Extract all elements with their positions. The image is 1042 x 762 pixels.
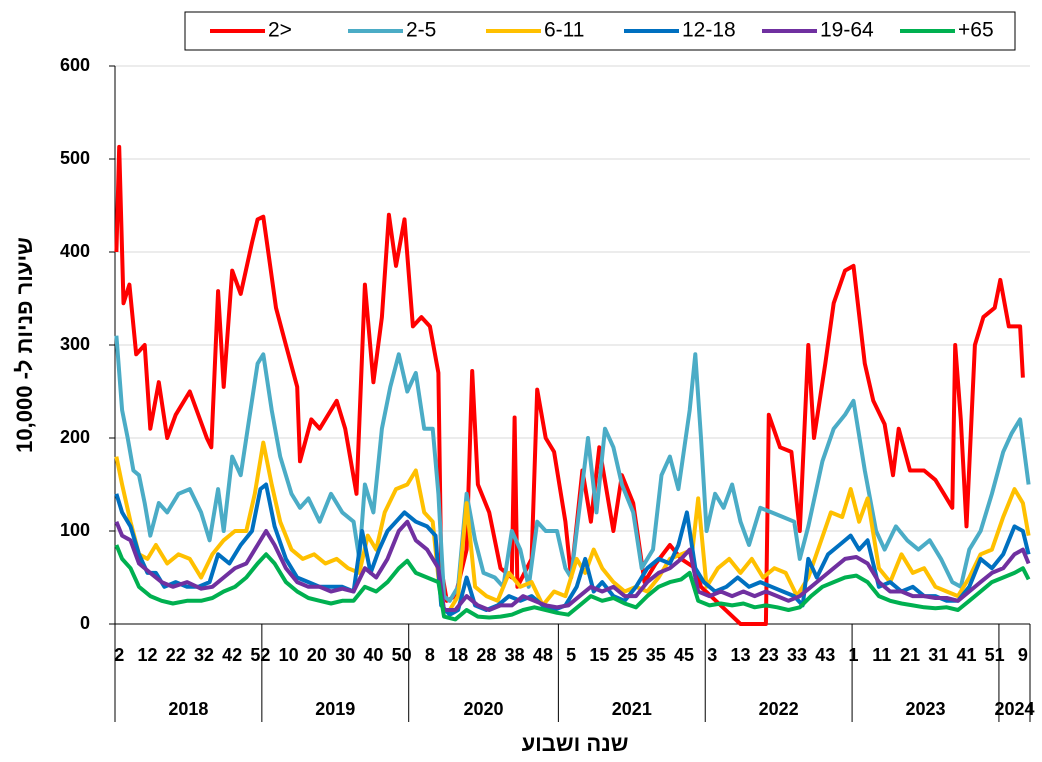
x-tick-label: 15 bbox=[589, 645, 609, 665]
x-tick-label: 22 bbox=[166, 645, 186, 665]
x-tick-label: 25 bbox=[618, 645, 638, 665]
y-tick-label: 500 bbox=[60, 148, 90, 168]
x-tick-label: 23 bbox=[759, 645, 779, 665]
year-label: 2021 bbox=[612, 699, 652, 719]
x-tick-label: 1 bbox=[848, 645, 858, 665]
x-tick-label: 52 bbox=[250, 645, 270, 665]
x-tick-label: 31 bbox=[928, 645, 948, 665]
x-tick-label: 18 bbox=[448, 645, 468, 665]
x-tick-label: 48 bbox=[533, 645, 553, 665]
legend-label: 2> bbox=[268, 19, 292, 42]
year-label: 2022 bbox=[759, 699, 799, 719]
y-tick-label: 300 bbox=[60, 334, 90, 354]
x-tick-label: 8 bbox=[425, 645, 435, 665]
x-tick-label: 38 bbox=[505, 645, 525, 665]
x-tick-label: 33 bbox=[787, 645, 807, 665]
legend-label: 19-64 bbox=[820, 19, 874, 42]
legend-label: +65 bbox=[958, 19, 994, 42]
x-tick-label: 13 bbox=[731, 645, 751, 665]
y-tick-label: 400 bbox=[60, 241, 90, 261]
x-tick-label: 40 bbox=[363, 645, 383, 665]
y-tick-label: 0 bbox=[80, 613, 90, 633]
x-tick-label: 9 bbox=[1018, 645, 1028, 665]
x-tick-label: 45 bbox=[674, 645, 694, 665]
x-tick-label: 30 bbox=[335, 645, 355, 665]
x-tick-label: 5 bbox=[566, 645, 576, 665]
y-tick-label: 100 bbox=[60, 520, 90, 540]
x-tick-label: 2 bbox=[114, 645, 124, 665]
series-line bbox=[114, 335, 1031, 603]
x-tick-label: 50 bbox=[392, 645, 412, 665]
y-axis-label: שיעור פניות ל- 10,000 bbox=[12, 237, 37, 453]
x-tick-label: 21 bbox=[900, 645, 920, 665]
year-label: 2024 bbox=[994, 699, 1034, 719]
x-tick-label: 11 bbox=[872, 645, 891, 665]
x-tick-label: 41 bbox=[956, 645, 976, 665]
x-tick-label: 12 bbox=[137, 645, 157, 665]
x-tick-label: 35 bbox=[646, 645, 666, 665]
x-tick-label: 10 bbox=[279, 645, 299, 665]
x-tick-label: 43 bbox=[815, 645, 835, 665]
x-tick-label: 42 bbox=[222, 645, 242, 665]
x-tick-label: 20 bbox=[307, 645, 327, 665]
series-line bbox=[114, 440, 1031, 612]
x-tick-label: 32 bbox=[194, 645, 214, 665]
year-label: 2019 bbox=[315, 699, 355, 719]
x-tick-label: 51 bbox=[985, 645, 1005, 665]
legend-label: 12-18 bbox=[682, 19, 736, 42]
y-tick-label: 200 bbox=[60, 427, 90, 447]
legend-box bbox=[184, 11, 1016, 51]
year-label: 2018 bbox=[168, 699, 208, 719]
legend-label: 6-11 bbox=[544, 19, 584, 42]
x-tick-label: 3 bbox=[707, 645, 717, 665]
series-line bbox=[114, 544, 1031, 622]
legend-label: 2-5 bbox=[406, 19, 436, 42]
year-label: 2020 bbox=[464, 699, 504, 719]
y-tick-label: 600 bbox=[60, 55, 90, 75]
year-label: 2023 bbox=[905, 699, 945, 719]
x-tick-label: 28 bbox=[476, 645, 496, 665]
x-axis-label: שנה ושבוע bbox=[522, 731, 629, 756]
series-line bbox=[114, 519, 1031, 612]
